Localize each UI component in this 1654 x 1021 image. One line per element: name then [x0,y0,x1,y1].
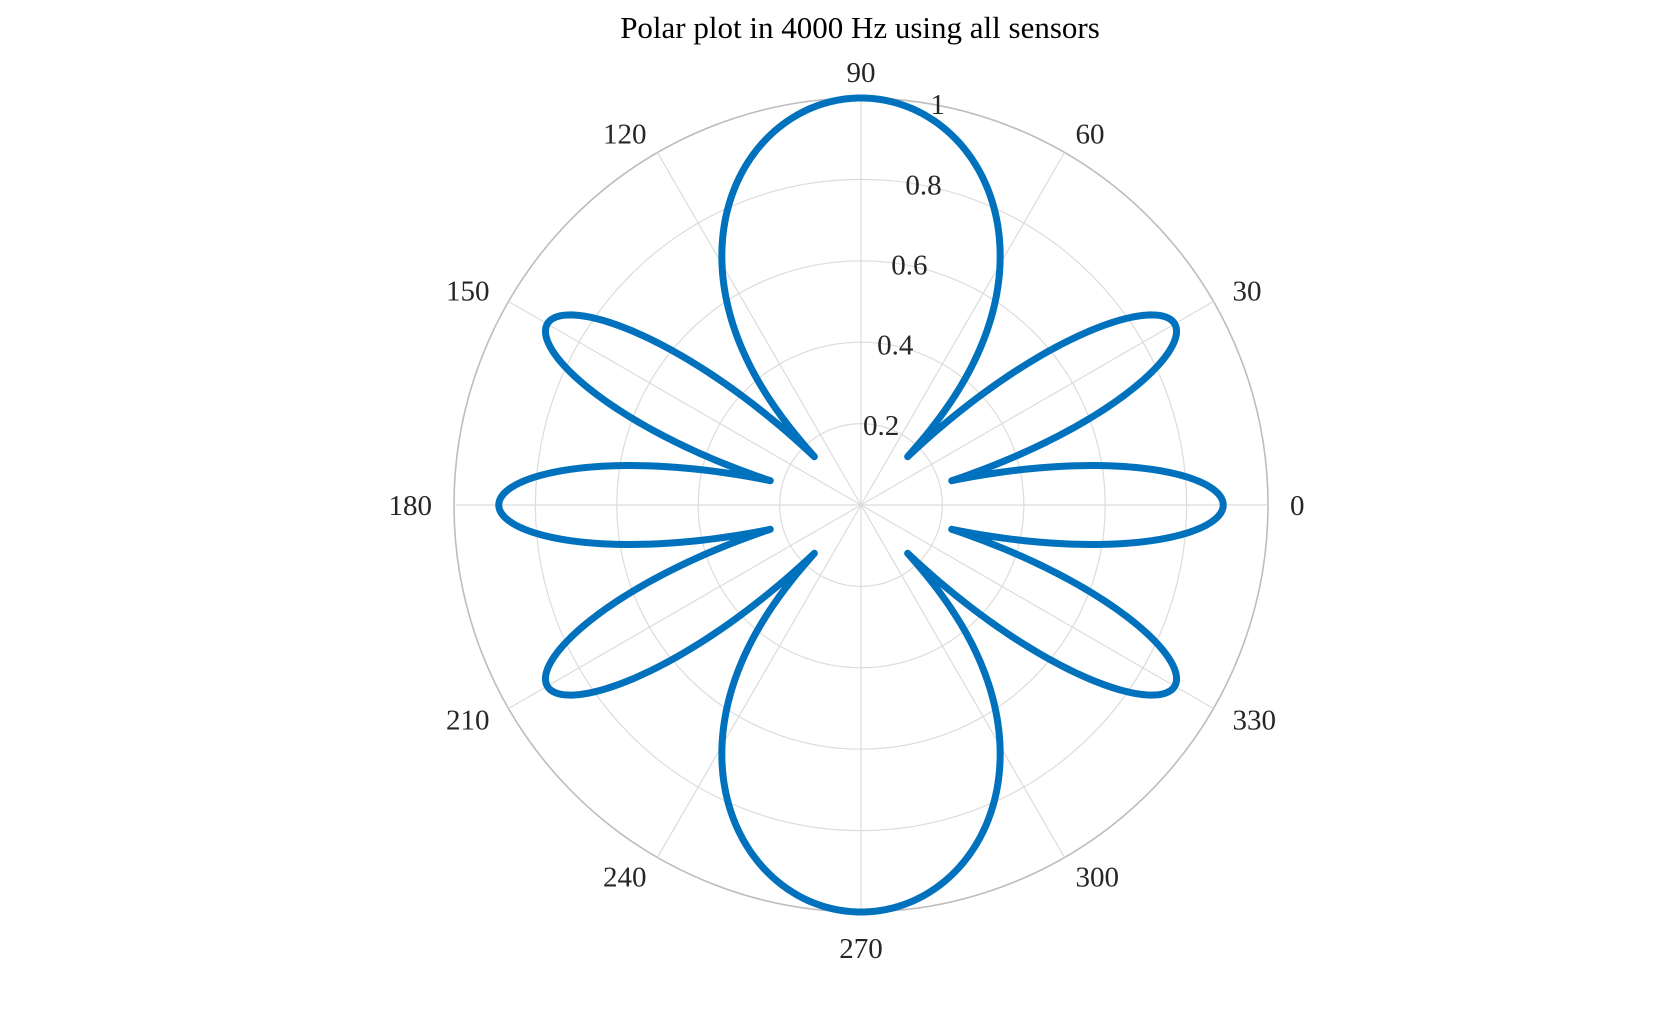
theta-tick-label: 300 [1076,862,1120,894]
theta-tick-label: 210 [446,705,490,737]
theta-tick-label: 0 [1290,490,1305,522]
theta-tick-label: 30 [1233,276,1262,308]
angular-grid-spoke [656,152,862,506]
angular-grid-spoke [656,504,862,858]
angular-grid-spoke [508,300,862,506]
angular-grid-spoke [860,504,1066,858]
theta-tick-label: 330 [1233,705,1277,737]
r-tick-label: 0.2 [863,410,899,442]
r-tick-label: 1 [930,89,945,121]
r-tick-label: 0.8 [905,169,941,201]
theta-tick-label: 150 [446,276,490,308]
series-layer [495,94,1227,916]
chart-title: Polar plot in 4000 Hz using all sensors [620,10,1100,45]
theta-tick-label: 270 [839,933,883,965]
angular-grid-spoke [508,504,862,710]
polar-grid [453,97,1269,913]
angular-grid-spoke [860,152,1066,506]
r-tick-label: 0.4 [877,330,914,362]
series-line [495,94,1227,916]
theta-tick-label: 120 [603,118,647,150]
r-tick-label: 0.6 [891,250,927,282]
angular-grid-spoke [860,504,1214,710]
tick-labels: 0 30 60 90 120 150 180 210 240 270 300 330 0.2 0.4 0.6… [389,57,1305,965]
theta-tick-label: 60 [1076,118,1105,150]
theta-tick-label: 240 [603,862,647,894]
theta-tick-label: 90 [847,57,876,89]
theta-tick-label: 180 [389,490,433,522]
angular-grid-spoke [860,300,1214,506]
